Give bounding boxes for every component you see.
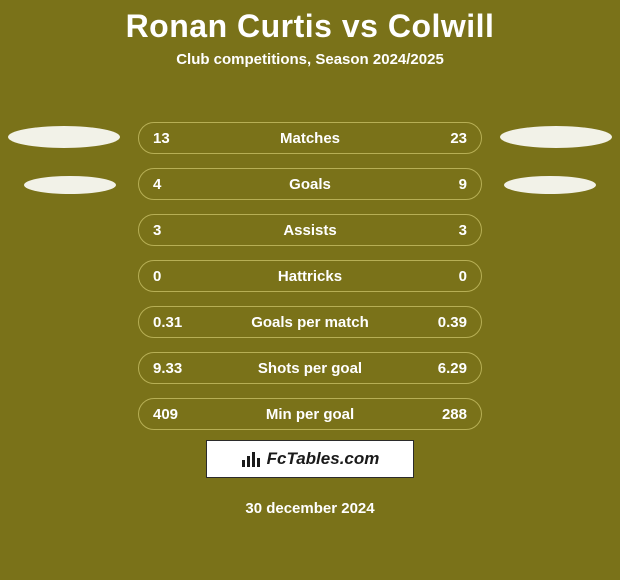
stat-left-value: 9.33 — [153, 360, 209, 377]
stat-left-value: 3 — [153, 222, 209, 239]
stat-row: 4Goals9 — [138, 168, 482, 200]
stat-label: Matches — [209, 130, 411, 147]
stat-left-value: 0.31 — [153, 314, 209, 331]
stat-right-value: 6.29 — [411, 360, 467, 377]
subtitle: Club competitions, Season 2024/2025 — [0, 51, 620, 68]
stat-right-value: 288 — [411, 406, 467, 423]
stat-right-value: 3 — [411, 222, 467, 239]
stat-row: 9.33Shots per goal6.29 — [138, 352, 482, 384]
stat-row: 13Matches23 — [138, 122, 482, 154]
chart-bars-icon — [241, 450, 261, 468]
stat-label: Hattricks — [209, 268, 411, 285]
stat-right-value: 23 — [411, 130, 467, 147]
stat-row: 0.31Goals per match0.39 — [138, 306, 482, 338]
stat-left-value: 0 — [153, 268, 209, 285]
player-right-ellipse-1 — [500, 126, 612, 148]
stats-table: 13Matches23 4Goals9 3Assists3 0Hattricks0 0.… — [138, 122, 482, 444]
stat-row: 0Hattricks0 — [138, 260, 482, 292]
title: Ronan Curtis vs Colwill — [0, 0, 620, 45]
player-right-ellipse-2 — [504, 176, 596, 194]
stat-row: 409Min per goal288 — [138, 398, 482, 430]
player-left-ellipse-1 — [8, 126, 120, 148]
stat-right-value: 9 — [411, 176, 467, 193]
source-badge[interactable]: FcTables.com — [206, 440, 414, 478]
stat-label: Goals — [209, 176, 411, 193]
date-label: 30 december 2024 — [0, 500, 620, 517]
stat-right-value: 0.39 — [411, 314, 467, 331]
stat-left-value: 409 — [153, 406, 209, 423]
stat-row: 3Assists3 — [138, 214, 482, 246]
stat-label: Shots per goal — [209, 360, 411, 377]
comparison-card: Ronan Curtis vs Colwill Club competition… — [0, 0, 620, 580]
stat-left-value: 13 — [153, 130, 209, 147]
stat-label: Goals per match — [209, 314, 411, 331]
player-left-ellipse-2 — [24, 176, 116, 194]
stat-left-value: 4 — [153, 176, 209, 193]
stat-label: Assists — [209, 222, 411, 239]
stat-label: Min per goal — [209, 406, 411, 423]
stat-right-value: 0 — [411, 268, 467, 285]
source-badge-label: FcTables.com — [267, 449, 380, 469]
